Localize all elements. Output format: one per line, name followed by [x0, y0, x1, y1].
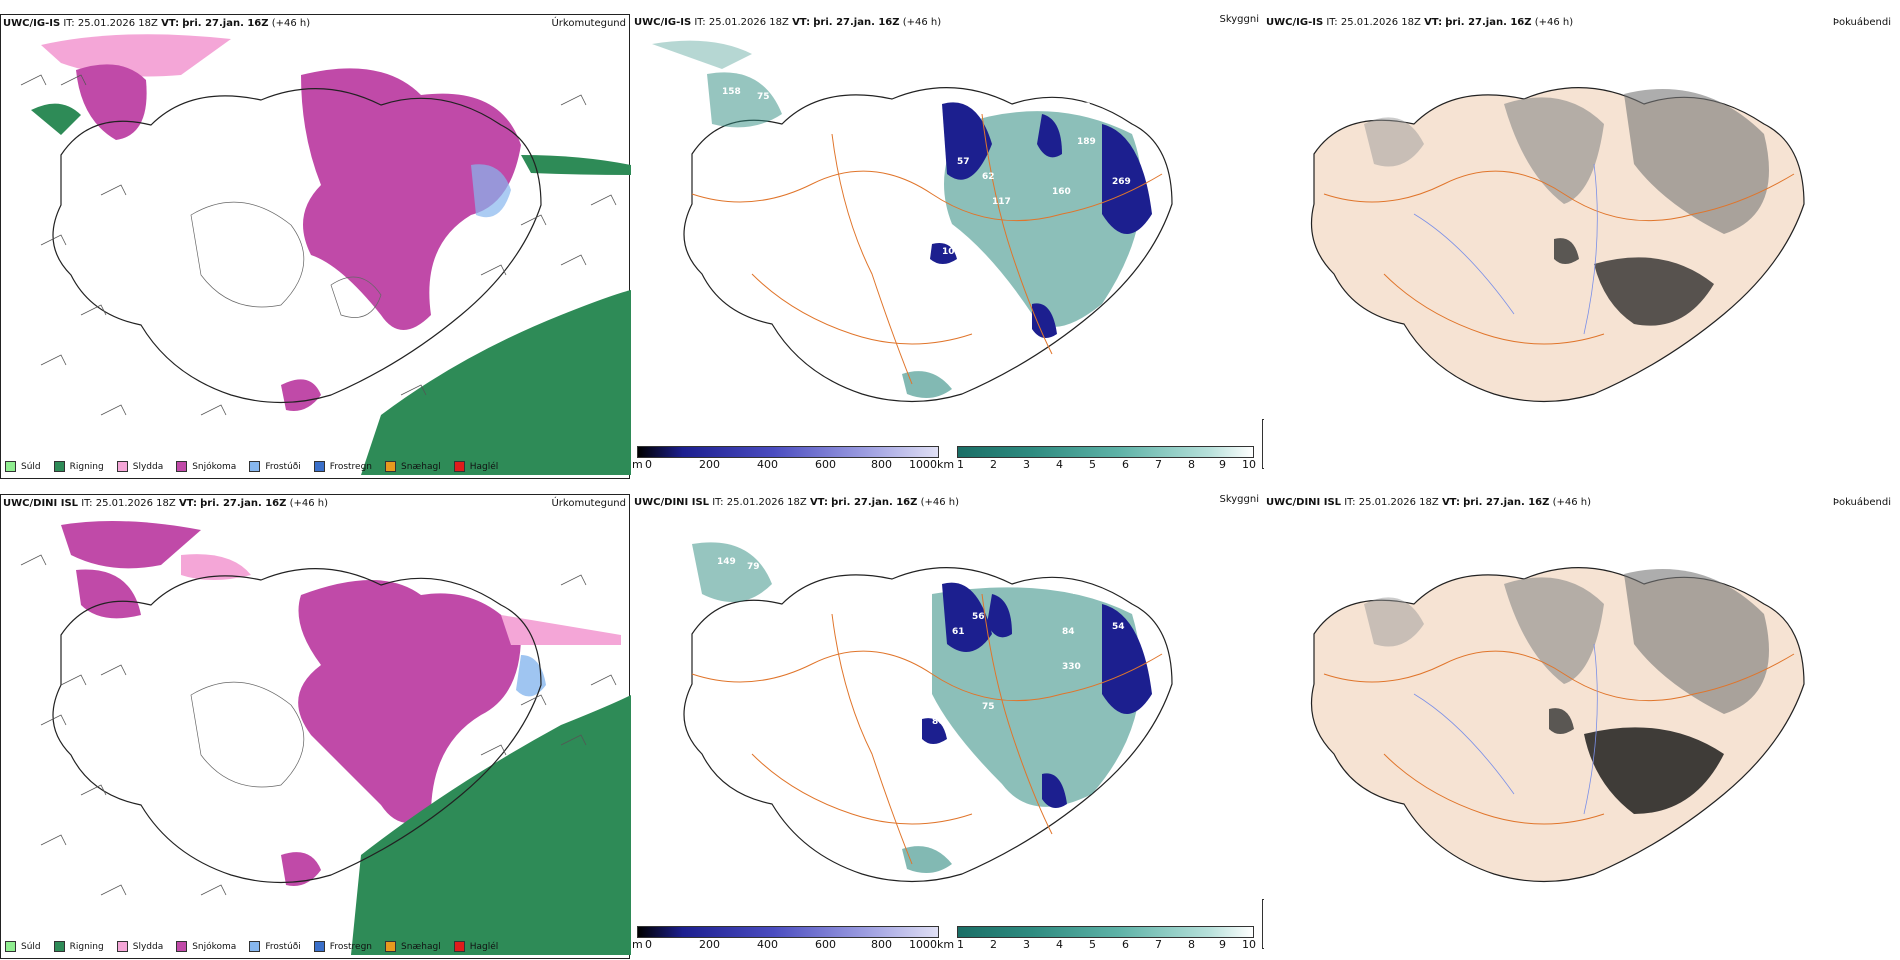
value-label: 86	[932, 717, 945, 727]
legend-item: Snjókoma	[176, 941, 236, 952]
value-label: 56	[972, 612, 985, 622]
legend-item: Frostúði	[249, 461, 301, 472]
value-label: 61	[952, 627, 965, 637]
precip-type-panel-row1: UWC/IG-IS IT: 25.01.2026 18Z VT: þri. 27…	[0, 14, 631, 479]
precip-map	[20, 521, 631, 955]
value-label: 62	[982, 172, 995, 182]
visibility-value-labels: 149 79 61 56 86 75 150 84 330 54	[717, 557, 1125, 727]
panel-title: Úrkomutegund	[551, 18, 626, 29]
visibility-colorbar: km 1 2 3 4 5 6 7 8 9 10	[937, 446, 1256, 476]
elevation-colorbar: m 0 200 400 600 800 1000	[632, 926, 939, 956]
value-label: 75	[757, 92, 770, 102]
legend-item: Snæhagl	[385, 941, 441, 952]
visibility-map: 158 75 57 62 117 100 483 189 269 160	[652, 40, 1173, 403]
legend-item: Frostregn	[313, 461, 372, 472]
value-label: 483	[1072, 102, 1091, 112]
visibility-value-labels: 158 75 57 62 117 100 483 189 269 160	[722, 87, 1131, 257]
panel-title: Skyggni	[1219, 494, 1259, 505]
legend-item: Snjókoma	[176, 461, 236, 472]
value-label: 269	[1112, 177, 1131, 187]
precip-legend: Súld Rigning Slydda Snjókoma Frostúði Fr…	[5, 941, 498, 952]
panel-title: Skyggni	[1219, 14, 1259, 25]
elevation-colorbar: m 0 200 400 600 800 1000	[632, 446, 939, 476]
value-label: 100	[942, 247, 961, 257]
panel-title: Þokuábendi	[1832, 497, 1891, 508]
fog-panel-row2: UWC/DINI ISL IT: 25.01.2026 18Z VT: þri.…	[1264, 494, 1894, 959]
value-label: 54	[1112, 622, 1125, 632]
panel-header: UWC/DINI ISL IT: 25.01.2026 18Z VT: þri.…	[634, 497, 960, 508]
precip-map	[20, 34, 631, 475]
legend-item: Haglél	[453, 941, 498, 952]
legend-item: Rigning	[53, 461, 104, 472]
fog-map	[1310, 87, 1805, 403]
legend-item: Frostúði	[249, 941, 301, 952]
visibility-panel-row1: UWC/IG-IS IT: 25.01.2026 18Z VT: þri. 27…	[632, 14, 1319, 479]
value-label: 149	[717, 557, 736, 567]
panel-header: UWC/DINI ISL IT: 25.01.2026 18Z VT: þri.…	[1266, 497, 1592, 508]
value-label: 150	[1072, 587, 1091, 597]
legend-item: Súld	[5, 461, 41, 472]
panel-header: UWC/IG-IS IT: 25.01.2026 18Z VT: þri. 27…	[3, 18, 311, 29]
panel-header: UWC/DINI ISL IT: 25.01.2026 18Z VT: þri.…	[3, 498, 329, 509]
legend-item: Slydda	[116, 461, 163, 472]
panel-title: Þokuábendi	[1832, 17, 1891, 28]
visibility-map: 149 79 61 56 86 75 150 84 330 54	[683, 542, 1173, 883]
value-label: 160	[1052, 187, 1071, 197]
panel-header: UWC/IG-IS IT: 25.01.2026 18Z VT: þri. 27…	[634, 17, 942, 28]
legend-item: Rigning	[53, 941, 104, 952]
fog-panel-row1: UWC/IG-IS IT: 25.01.2026 18Z VT: þri. 27…	[1264, 14, 1894, 479]
legend-item: Snæhagl	[385, 461, 441, 472]
value-label: 117	[992, 197, 1011, 207]
legend-item: Frostregn	[313, 941, 372, 952]
panel-title: Úrkomutegund	[551, 498, 626, 509]
fog-map	[1310, 567, 1805, 883]
legend-item: Slydda	[116, 941, 163, 952]
legend-item: Haglél	[453, 461, 498, 472]
legend-item: Súld	[5, 941, 41, 952]
precip-legend: Súld Rigning Slydda Snjókoma Frostúði Fr…	[5, 461, 498, 472]
precip-type-panel-row2: UWC/DINI ISL IT: 25.01.2026 18Z VT: þri.…	[0, 494, 631, 959]
visibility-colorbar: km 1 2 3 4 5 6 7 8 9 10	[937, 926, 1256, 956]
model-name: UWC/DINI ISL	[3, 498, 79, 509]
value-label: 158	[722, 87, 741, 97]
value-label: 84	[1062, 627, 1075, 637]
value-label: 330	[1062, 662, 1081, 672]
value-label: 57	[957, 157, 970, 167]
panel-header: UWC/IG-IS IT: 25.01.2026 18Z VT: þri. 27…	[1266, 17, 1574, 28]
value-label: 189	[1077, 137, 1096, 147]
visibility-panel-row2: UWC/DINI ISL IT: 25.01.2026 18Z VT: þri.…	[632, 494, 1319, 959]
model-name: UWC/IG-IS	[3, 18, 61, 29]
value-label: 75	[982, 702, 995, 712]
value-label: 79	[747, 562, 760, 572]
